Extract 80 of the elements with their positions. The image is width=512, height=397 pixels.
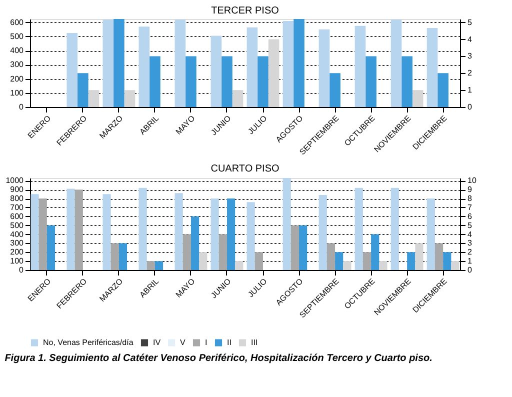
y-tick-label: 400 [10, 46, 24, 56]
chart-title: TERCER PISO [211, 5, 280, 16]
y2-tick-label: 3 [468, 238, 472, 248]
bar [426, 28, 438, 107]
y-tick-label: 300 [10, 60, 24, 70]
y2-tick-label: 5 [468, 220, 472, 230]
bar [154, 261, 164, 270]
bar [371, 234, 380, 270]
y-tick-label: 600 [10, 18, 24, 27]
y-tick-label: 200 [10, 248, 24, 257]
y2-tick-label: 0 [468, 266, 472, 274]
bar [138, 188, 147, 270]
bar [390, 188, 399, 270]
bar [415, 243, 424, 270]
bar [318, 194, 327, 270]
y-tick-label: 400 [10, 230, 24, 239]
y2-tick-label: 2 [468, 248, 472, 257]
bar [451, 261, 460, 270]
y-tick-label: 200 [10, 74, 24, 84]
bar [146, 261, 155, 270]
y-tick-label: 1000 [6, 176, 24, 186]
bar [412, 90, 424, 107]
bar [235, 261, 244, 270]
y2-tick-label: 4 [468, 34, 472, 44]
y2-tick-label: 4 [468, 230, 472, 239]
bar [254, 252, 264, 270]
legend-label: II [227, 338, 232, 347]
legend-label: IV [153, 338, 162, 347]
bar [299, 225, 308, 270]
bar [443, 252, 452, 270]
y-tick-label: 300 [10, 238, 24, 248]
y-tick-label: 700 [10, 202, 24, 212]
y2-tick-label: 1 [468, 256, 472, 266]
y2-tick-label: 10 [468, 176, 477, 186]
bar [282, 178, 291, 270]
bar [362, 252, 372, 270]
y-tick-label: 900 [10, 185, 24, 194]
y-tick-label: 500 [10, 220, 24, 230]
y-tick-label: 0 [19, 102, 24, 112]
bar [174, 193, 183, 270]
legend-label: I [205, 338, 208, 347]
y2-tick-label: 9 [468, 185, 472, 194]
bar [318, 29, 330, 107]
text: Figura 1. Seguimiento al Catéter Venoso Periférico, Hospitalización Tercero y Cuarto piso. [4, 353, 432, 364]
y2-tick-label: 6 [468, 212, 472, 221]
y-tick-label: 500 [10, 32, 24, 41]
legend-label: III [251, 338, 258, 347]
bar [190, 216, 200, 270]
legend-label: V [180, 338, 186, 347]
bar [46, 225, 56, 270]
y2-tick-label: 2 [468, 68, 472, 78]
bar [232, 90, 244, 107]
y2-tick-label: 7 [468, 202, 472, 212]
y-tick-label: 100 [10, 88, 24, 98]
bar [226, 198, 236, 270]
y-tick-label: 600 [10, 212, 24, 221]
y2-tick-label: 5 [468, 18, 472, 27]
bar [343, 261, 352, 270]
bar [335, 252, 344, 270]
y-tick-label: 0 [19, 266, 24, 274]
bar [199, 252, 208, 270]
legend-label: No, Venas Periféricas/día [43, 338, 134, 347]
bar [407, 252, 416, 270]
y2-tick-label: 1 [468, 86, 472, 95]
bar [426, 198, 435, 270]
bar [246, 202, 255, 270]
bar [118, 243, 128, 270]
bar [379, 261, 388, 270]
y2-tick-label: 3 [468, 52, 472, 61]
bar [88, 90, 100, 107]
bar [268, 39, 280, 107]
y-tick-label: 800 [10, 194, 24, 204]
bar [102, 194, 111, 270]
bar [354, 188, 363, 270]
y2-tick-label: 8 [468, 194, 472, 204]
bar [124, 90, 136, 107]
y2-tick-label: 0 [468, 102, 472, 112]
bar [66, 32, 78, 107]
chart-title: CUARTO PISO [210, 164, 280, 175]
y-tick-label: 100 [10, 256, 24, 266]
